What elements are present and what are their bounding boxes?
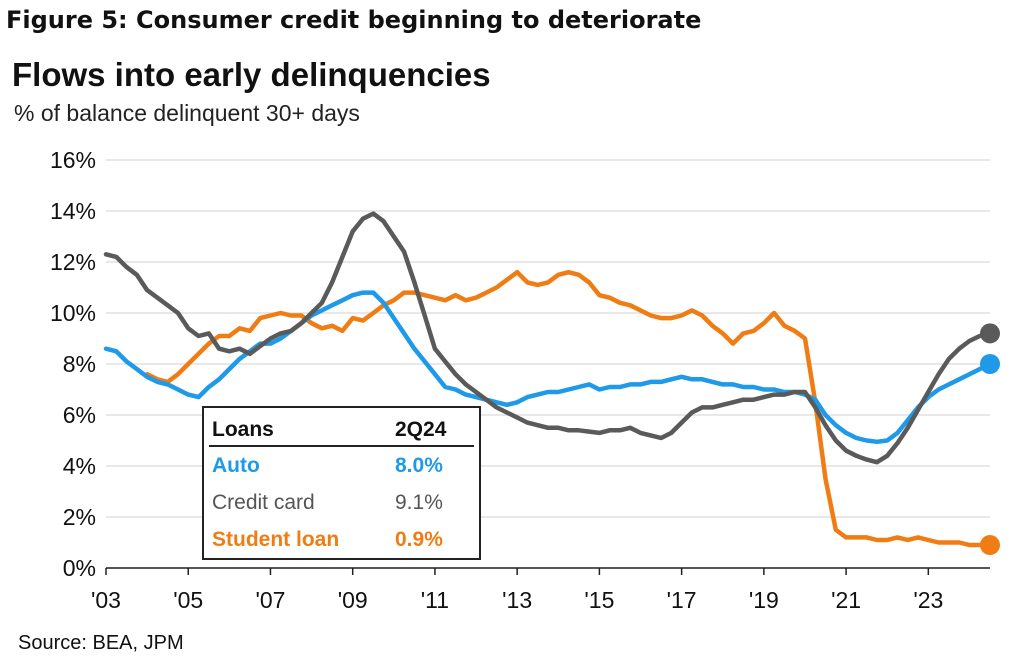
x-tick-label: '09 bbox=[338, 587, 368, 613]
end-marker-student-loan bbox=[980, 535, 1000, 556]
y-tick-label: 4% bbox=[63, 453, 96, 479]
y-tick-label: 16% bbox=[50, 147, 96, 173]
chart-title: Flows into early delinquencies bbox=[12, 56, 491, 93]
x-tick-label: '19 bbox=[749, 587, 779, 613]
line-chart: 0% 2% 4% 6% 8% 10% 12% 14% 16% '03 '05 '07 '09 '11 '1… bbox=[50, 147, 1000, 613]
y-tick-label: 12% bbox=[50, 249, 96, 275]
legend-row-value: 8.0% bbox=[395, 454, 443, 477]
y-tick-label: 8% bbox=[63, 351, 96, 377]
legend-row-value: 9.1% bbox=[395, 491, 443, 514]
y-tick-label: 2% bbox=[63, 504, 96, 530]
x-tick-label: '23 bbox=[913, 587, 943, 613]
y-tick-label: 6% bbox=[63, 402, 96, 428]
y-tick-label: 0% bbox=[63, 555, 96, 581]
x-tick-label: '11 bbox=[421, 587, 449, 613]
end-marker-credit-card bbox=[980, 323, 1000, 344]
legend-row-label: Auto bbox=[212, 454, 260, 477]
legend-row-label: Student loan bbox=[212, 528, 339, 551]
y-tick-label: 10% bbox=[50, 300, 96, 326]
x-tick-label: '05 bbox=[173, 587, 203, 613]
series-lines bbox=[103, 211, 1000, 556]
x-tick-label: '15 bbox=[584, 587, 614, 613]
legend-table: Loans 2Q24 Auto 8.0% Credit card 9.1% Student … bbox=[202, 406, 481, 560]
legend-box bbox=[202, 406, 481, 560]
legend-header-label: Loans bbox=[212, 418, 274, 441]
y-axis-tick-labels: 0% 2% 4% 6% 8% 10% 12% 14% 16% bbox=[50, 147, 96, 581]
series-line-credit-card bbox=[103, 211, 993, 465]
y-tick-label: 14% bbox=[50, 198, 96, 224]
legend-row-value: 0.9% bbox=[395, 528, 443, 551]
chart-subtitle: % of balance delinquent 30+ days bbox=[14, 100, 360, 126]
x-tick-label: '03 bbox=[91, 587, 121, 613]
legend-header-value: 2Q24 bbox=[395, 418, 447, 441]
x-tick-label: '07 bbox=[255, 587, 285, 613]
figure-title: Figure 5: Consumer credit beginning to d… bbox=[6, 6, 702, 34]
x-tick-label: '17 bbox=[667, 587, 697, 613]
x-tick-label: '21 bbox=[831, 587, 861, 613]
x-axis: '03 '05 '07 '09 '11 '13 '15 '17 '19 '21 '23 bbox=[91, 567, 990, 613]
end-marker-auto bbox=[980, 354, 1000, 374]
series-line-student-loan bbox=[144, 269, 993, 548]
x-tick-label: '13 bbox=[502, 587, 532, 613]
legend-row-label: Credit card bbox=[212, 491, 315, 514]
source-note: Source: BEA, JPM bbox=[18, 632, 184, 654]
